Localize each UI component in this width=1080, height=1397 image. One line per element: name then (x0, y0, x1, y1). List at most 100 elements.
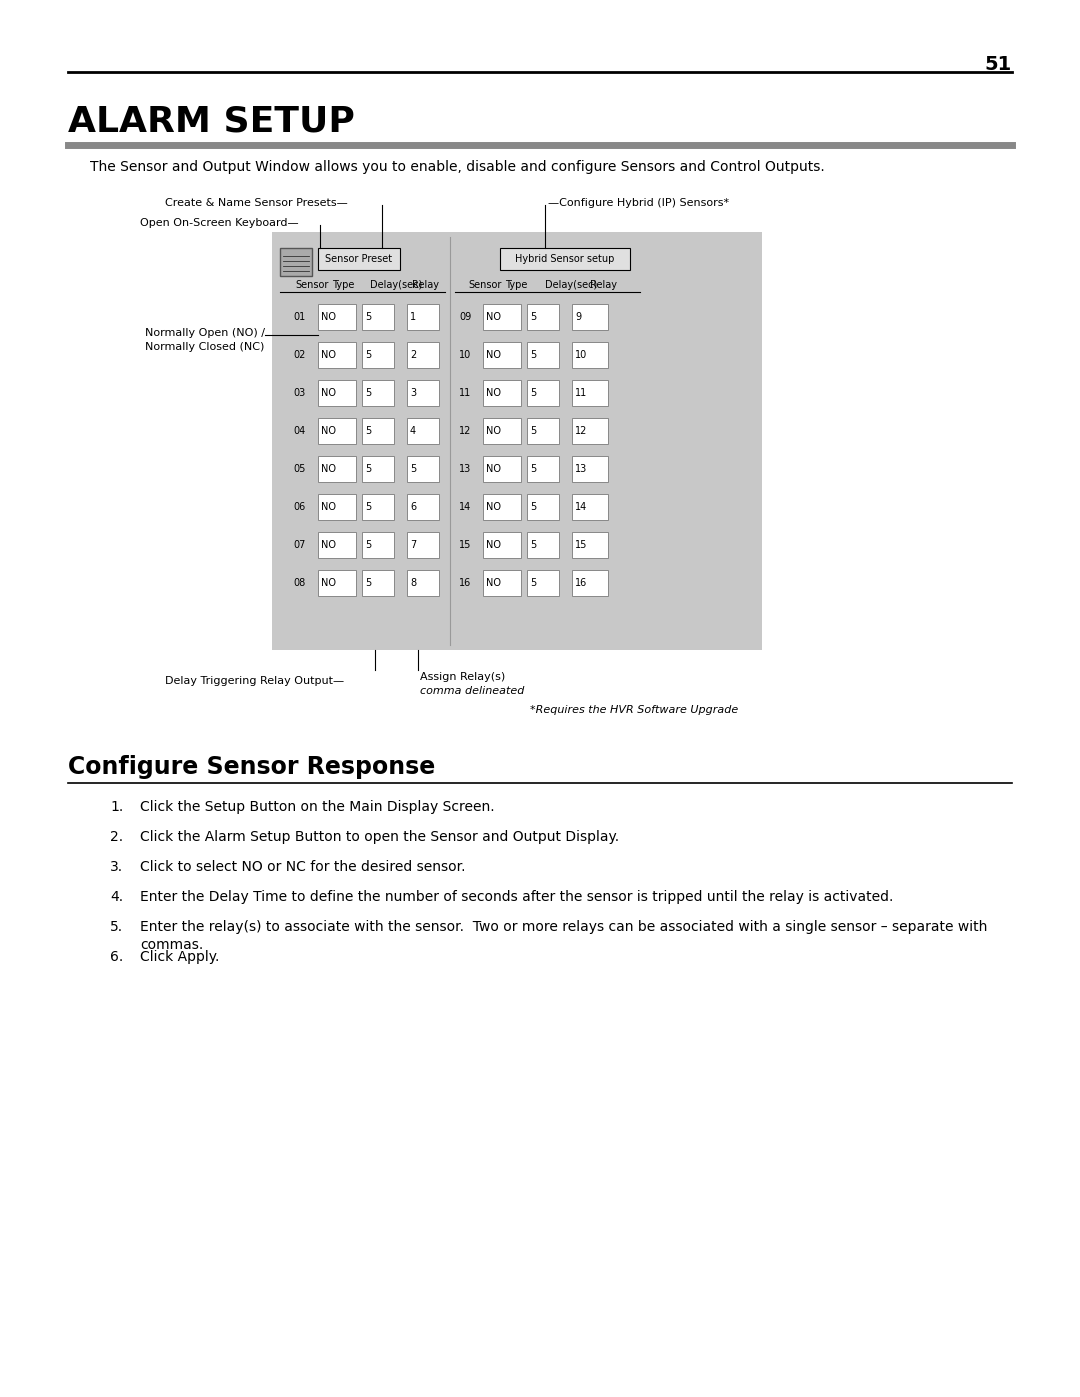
Bar (362, 342, 394, 367)
Bar (483, 532, 521, 557)
Text: 4.: 4. (110, 890, 123, 904)
Bar (407, 305, 438, 330)
Text: Create & Name Sensor Presets—: Create & Name Sensor Presets— (165, 198, 348, 208)
Text: 09: 09 (459, 312, 471, 321)
Bar (318, 342, 356, 367)
Bar (572, 342, 608, 367)
Text: NO: NO (321, 464, 336, 474)
Text: 14: 14 (575, 502, 588, 511)
Text: 5: 5 (365, 312, 372, 321)
Text: 05: 05 (294, 464, 307, 474)
Text: NO: NO (321, 426, 336, 436)
Bar (483, 305, 521, 330)
Text: 9: 9 (575, 312, 581, 321)
Text: Relay: Relay (411, 279, 438, 291)
Text: NO: NO (486, 578, 501, 588)
Bar (572, 495, 608, 520)
Bar (527, 570, 559, 597)
Text: 15: 15 (575, 541, 588, 550)
Text: 5: 5 (530, 464, 537, 474)
Bar (362, 570, 394, 597)
Text: 5: 5 (365, 351, 372, 360)
Text: Sensor: Sensor (295, 279, 328, 291)
Text: 06: 06 (294, 502, 306, 511)
Bar (572, 455, 608, 482)
Text: comma delineated: comma delineated (420, 686, 525, 696)
Text: 2: 2 (410, 351, 416, 360)
Text: 13: 13 (575, 464, 588, 474)
Text: 5: 5 (530, 502, 537, 511)
Text: NO: NO (486, 388, 501, 398)
Text: 03: 03 (294, 388, 306, 398)
Text: NO: NO (321, 388, 336, 398)
Text: NO: NO (321, 351, 336, 360)
Text: Open On-Screen Keyboard—: Open On-Screen Keyboard— (140, 218, 299, 228)
Bar (318, 455, 356, 482)
Bar (500, 249, 630, 270)
Text: 5: 5 (530, 388, 537, 398)
Bar (483, 570, 521, 597)
Bar (318, 249, 400, 270)
Bar (527, 305, 559, 330)
Text: 13: 13 (459, 464, 471, 474)
Text: 6: 6 (410, 502, 416, 511)
Bar (483, 455, 521, 482)
Bar (362, 455, 394, 482)
Text: 5: 5 (365, 502, 372, 511)
Text: 5: 5 (530, 541, 537, 550)
Text: 15: 15 (459, 541, 471, 550)
Bar (407, 570, 438, 597)
Bar (362, 380, 394, 407)
Bar (407, 418, 438, 444)
Bar (407, 532, 438, 557)
Text: 12: 12 (575, 426, 588, 436)
Text: —Configure Hybrid (IP) Sensors*: —Configure Hybrid (IP) Sensors* (548, 198, 729, 208)
Text: 4: 4 (410, 426, 416, 436)
Text: 10: 10 (459, 351, 471, 360)
Text: NO: NO (486, 351, 501, 360)
Text: Type: Type (332, 279, 354, 291)
Text: 3: 3 (410, 388, 416, 398)
Text: Click the Setup Button on the Main Display Screen.: Click the Setup Button on the Main Displ… (140, 800, 495, 814)
Text: 07: 07 (294, 541, 307, 550)
Text: 6.: 6. (110, 950, 123, 964)
Bar (527, 380, 559, 407)
Bar (280, 249, 312, 277)
Text: 3.: 3. (110, 861, 123, 875)
Text: 11: 11 (575, 388, 588, 398)
Text: Sensor: Sensor (468, 279, 501, 291)
Text: 16: 16 (575, 578, 588, 588)
Bar (318, 532, 356, 557)
Text: 12: 12 (459, 426, 471, 436)
Text: NO: NO (486, 426, 501, 436)
Bar (407, 455, 438, 482)
Bar (272, 232, 762, 650)
Text: Enter the relay(s) to associate with the sensor.  Two or more relays can be asso: Enter the relay(s) to associate with the… (140, 921, 987, 935)
Text: NO: NO (321, 578, 336, 588)
Bar (318, 380, 356, 407)
Text: 5: 5 (410, 464, 416, 474)
Bar (407, 495, 438, 520)
Text: NO: NO (486, 502, 501, 511)
Text: Hybrid Sensor setup: Hybrid Sensor setup (515, 254, 615, 264)
Text: 5: 5 (365, 541, 372, 550)
Bar (362, 418, 394, 444)
Text: 08: 08 (294, 578, 306, 588)
Bar (572, 380, 608, 407)
Text: Normally Open (NO) /: Normally Open (NO) / (145, 328, 265, 338)
Text: 51: 51 (985, 54, 1012, 74)
Text: Delay(sec): Delay(sec) (370, 279, 422, 291)
Bar (527, 418, 559, 444)
Text: 14: 14 (459, 502, 471, 511)
Text: 5: 5 (530, 426, 537, 436)
Text: Delay Triggering Relay Output—: Delay Triggering Relay Output— (165, 676, 345, 686)
Bar (527, 495, 559, 520)
Text: Click to select NO or NC for the desired sensor.: Click to select NO or NC for the desired… (140, 861, 465, 875)
Text: 02: 02 (294, 351, 307, 360)
Text: 5: 5 (365, 426, 372, 436)
Bar (318, 495, 356, 520)
Bar (572, 418, 608, 444)
Text: NO: NO (486, 541, 501, 550)
Bar (407, 380, 438, 407)
Text: NO: NO (486, 464, 501, 474)
